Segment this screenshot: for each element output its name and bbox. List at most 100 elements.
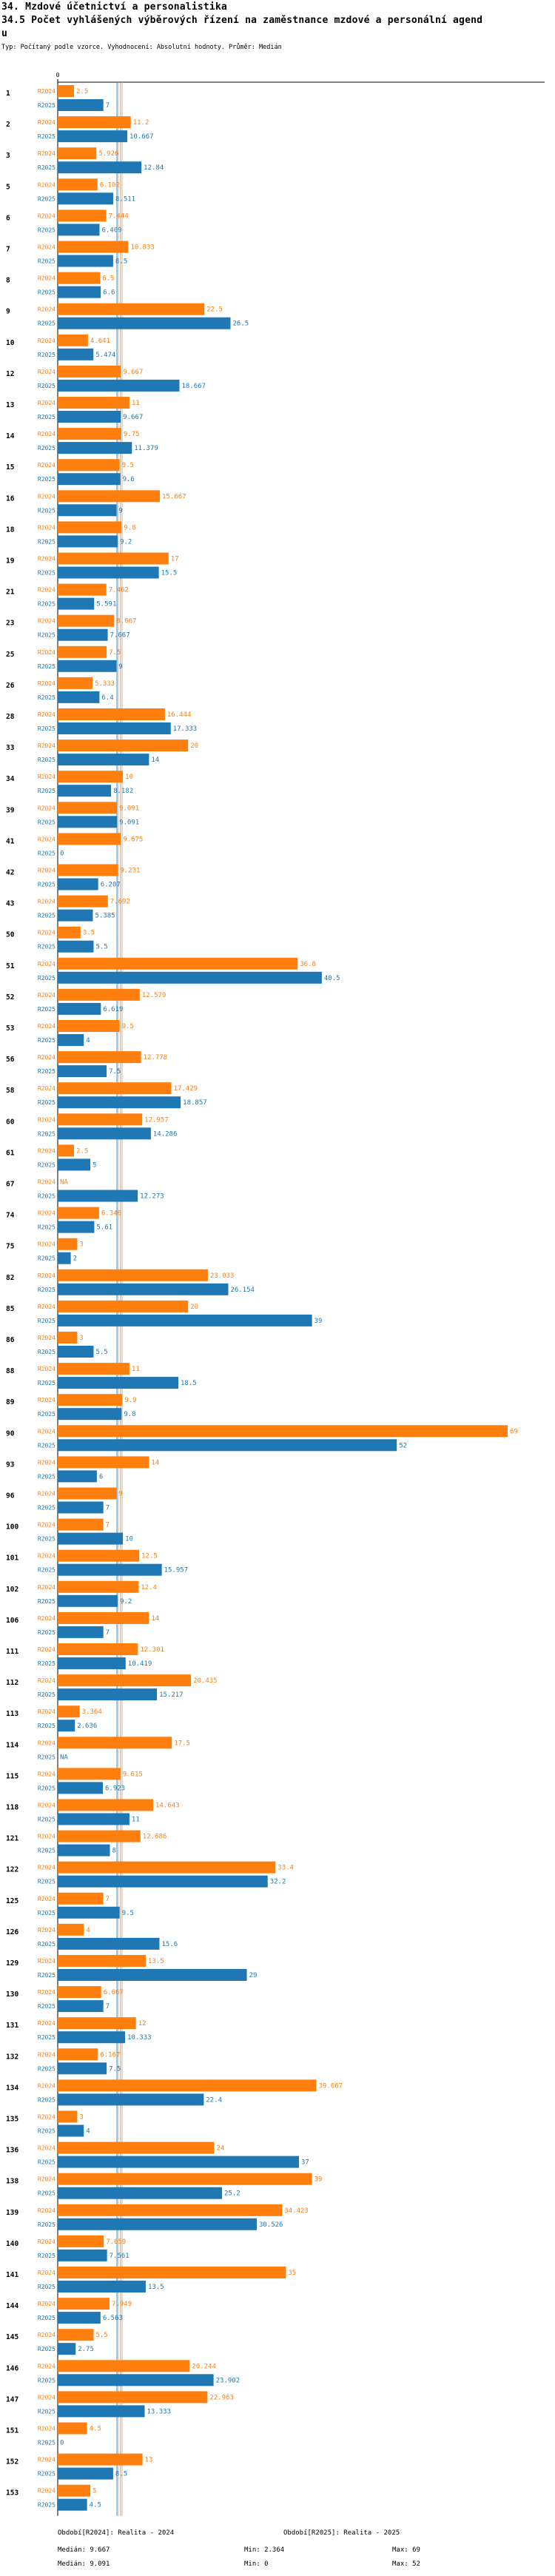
period-label-r2024: R2024 — [38, 1023, 56, 1030]
period-label-r2025: R2025 — [38, 1099, 56, 1106]
category-label: 43 — [6, 900, 15, 908]
period-label-r2024: R2024 — [38, 1958, 56, 1965]
max-2025-label: Max: 52 — [392, 2560, 420, 2568]
bar-r2025-102 — [58, 1594, 118, 1607]
bar-r2025-8 — [58, 286, 101, 298]
period-label-r2024: R2024 — [38, 2207, 56, 2214]
category-label: 145 — [6, 2333, 18, 2341]
bar-r2024-39 — [58, 802, 118, 814]
bar-r2024-60 — [58, 1113, 143, 1126]
period-label-r2025: R2025 — [38, 1941, 56, 1948]
period-label-r2024: R2024 — [38, 338, 56, 344]
period-label-r2025: R2025 — [38, 538, 56, 545]
value-label-r2024-89: 9.9 — [124, 1397, 136, 1404]
value-label-r2024-93: 14 — [151, 1459, 159, 1466]
period-label-r2024: R2024 — [38, 462, 56, 469]
bar-r2024-82 — [58, 1269, 208, 1281]
period-label-r2025: R2025 — [38, 1691, 56, 1698]
bar-r2024-3 — [58, 147, 97, 160]
bar-r2024-75 — [58, 1238, 78, 1250]
median-2024-label: Medián: 9.667 — [58, 2546, 110, 2554]
value-label-r2024-144: 7.949 — [112, 2301, 132, 2308]
period-label-r2024: R2024 — [38, 992, 56, 999]
period-label-r2025: R2025 — [38, 1660, 56, 1667]
value-label-r2025-42: 6.207 — [101, 882, 121, 889]
period-label-r2024: R2024 — [38, 212, 56, 219]
bar-r2024-28 — [58, 708, 165, 720]
value-label-r2025-134: 22.4 — [206, 2096, 222, 2104]
bar-r2025-56 — [58, 1065, 107, 1078]
value-label-r2025-21: 5.591 — [96, 601, 116, 608]
bar-r2024-13 — [58, 397, 130, 409]
value-label-r2024-33: 20 — [190, 742, 198, 750]
bar-r2024-19 — [58, 552, 169, 565]
bar-r2024-50 — [58, 926, 81, 939]
value-label-r2024-130: 6.667 — [104, 1989, 124, 1996]
bar-r2024-88 — [58, 1363, 130, 1375]
period-label-r2025: R2025 — [38, 1161, 56, 1168]
period-label-r2025: R2025 — [38, 195, 56, 202]
value-label-r2024-153: 5 — [92, 2488, 96, 2495]
bar-r2025-138 — [58, 2187, 223, 2199]
bar-r2025-61 — [58, 1158, 91, 1171]
bar-r2024-135 — [58, 2110, 78, 2123]
period-label-r2025: R2025 — [38, 2253, 56, 2259]
value-label-r2025-135: 4 — [86, 2128, 90, 2136]
period-label-r2025: R2025 — [38, 1972, 56, 1979]
bar-r2025-26 — [58, 691, 100, 703]
value-label-r2024-122: 33.4 — [278, 1865, 294, 1872]
value-label-r2025-118: 11 — [132, 1817, 140, 1824]
category-label: 60 — [6, 1118, 15, 1126]
category-label: 126 — [6, 1928, 18, 1936]
chart-note: Typ: Počítaný podle vzorce. Vyhodnocení:… — [1, 44, 282, 51]
period-label-r2025: R2025 — [38, 1224, 56, 1231]
value-label-r2024-60: 12.957 — [144, 1116, 169, 1124]
bar-r2024-101 — [58, 1549, 140, 1562]
value-label-r2025-25: 9 — [118, 663, 122, 671]
value-label-r2024-53: 9.5 — [122, 1023, 134, 1030]
category-label: 18 — [6, 526, 15, 534]
period-label-r2024: R2024 — [38, 1927, 56, 1933]
period-label-r2025: R2025 — [38, 2221, 56, 2228]
period-label-r2024: R2024 — [38, 369, 56, 375]
value-label-r2024-147: 22.963 — [209, 2394, 234, 2401]
period-label-r2024: R2024 — [38, 2426, 56, 2432]
min-2025-label: Min: 0 — [244, 2560, 269, 2568]
bar-r2025-43 — [58, 909, 93, 922]
value-label-r2025-136: 37 — [301, 2159, 309, 2167]
bar-r2024-8 — [58, 272, 101, 284]
bar-r2024-130 — [58, 1986, 101, 1999]
category-label: 51 — [6, 962, 15, 970]
bar-r2024-23 — [58, 614, 115, 627]
bar-r2024-153 — [58, 2484, 91, 2497]
value-label-r2024-82: 23.033 — [210, 1272, 235, 1280]
value-label-r2025-102: 9.2 — [120, 1598, 132, 1606]
period-label-r2025: R2025 — [38, 757, 56, 763]
value-label-r2024-1: 2.5 — [76, 88, 88, 95]
category-label: 9 — [6, 308, 10, 316]
period-label-r2024: R2024 — [38, 2363, 56, 2369]
bar-r2025-126 — [58, 1937, 160, 1950]
category-label: 15 — [6, 463, 15, 472]
period-label-r2025: R2025 — [38, 507, 56, 514]
value-label-r2024-101: 12.5 — [141, 1553, 158, 1560]
period-label-r2025: R2025 — [38, 944, 56, 950]
value-label-r2024-114: 17.5 — [174, 1740, 190, 1747]
period-label-r2025: R2025 — [38, 663, 56, 670]
period-label-r2025: R2025 — [38, 258, 56, 265]
bar-r2025-53 — [58, 1034, 84, 1046]
bar-r2024-41 — [58, 833, 121, 845]
period-label-r2024: R2024 — [38, 1054, 56, 1061]
bar-r2024-114 — [58, 1737, 172, 1749]
value-label-r2024-7: 10.833 — [130, 244, 155, 252]
bar-r2024-121 — [58, 1830, 141, 1842]
period-label-r2025: R2025 — [38, 570, 56, 577]
bar-r2024-10 — [58, 334, 88, 346]
category-label: 5 — [6, 183, 10, 191]
value-label-r2025-52: 6.619 — [103, 1006, 123, 1013]
bar-r2024-1 — [58, 85, 75, 97]
period-label-r2024: R2024 — [38, 88, 56, 95]
period-label-r2024: R2024 — [38, 1989, 56, 1996]
bar-r2025-141 — [58, 2281, 146, 2292]
value-label-r2024-121: 12.686 — [143, 1834, 167, 1841]
